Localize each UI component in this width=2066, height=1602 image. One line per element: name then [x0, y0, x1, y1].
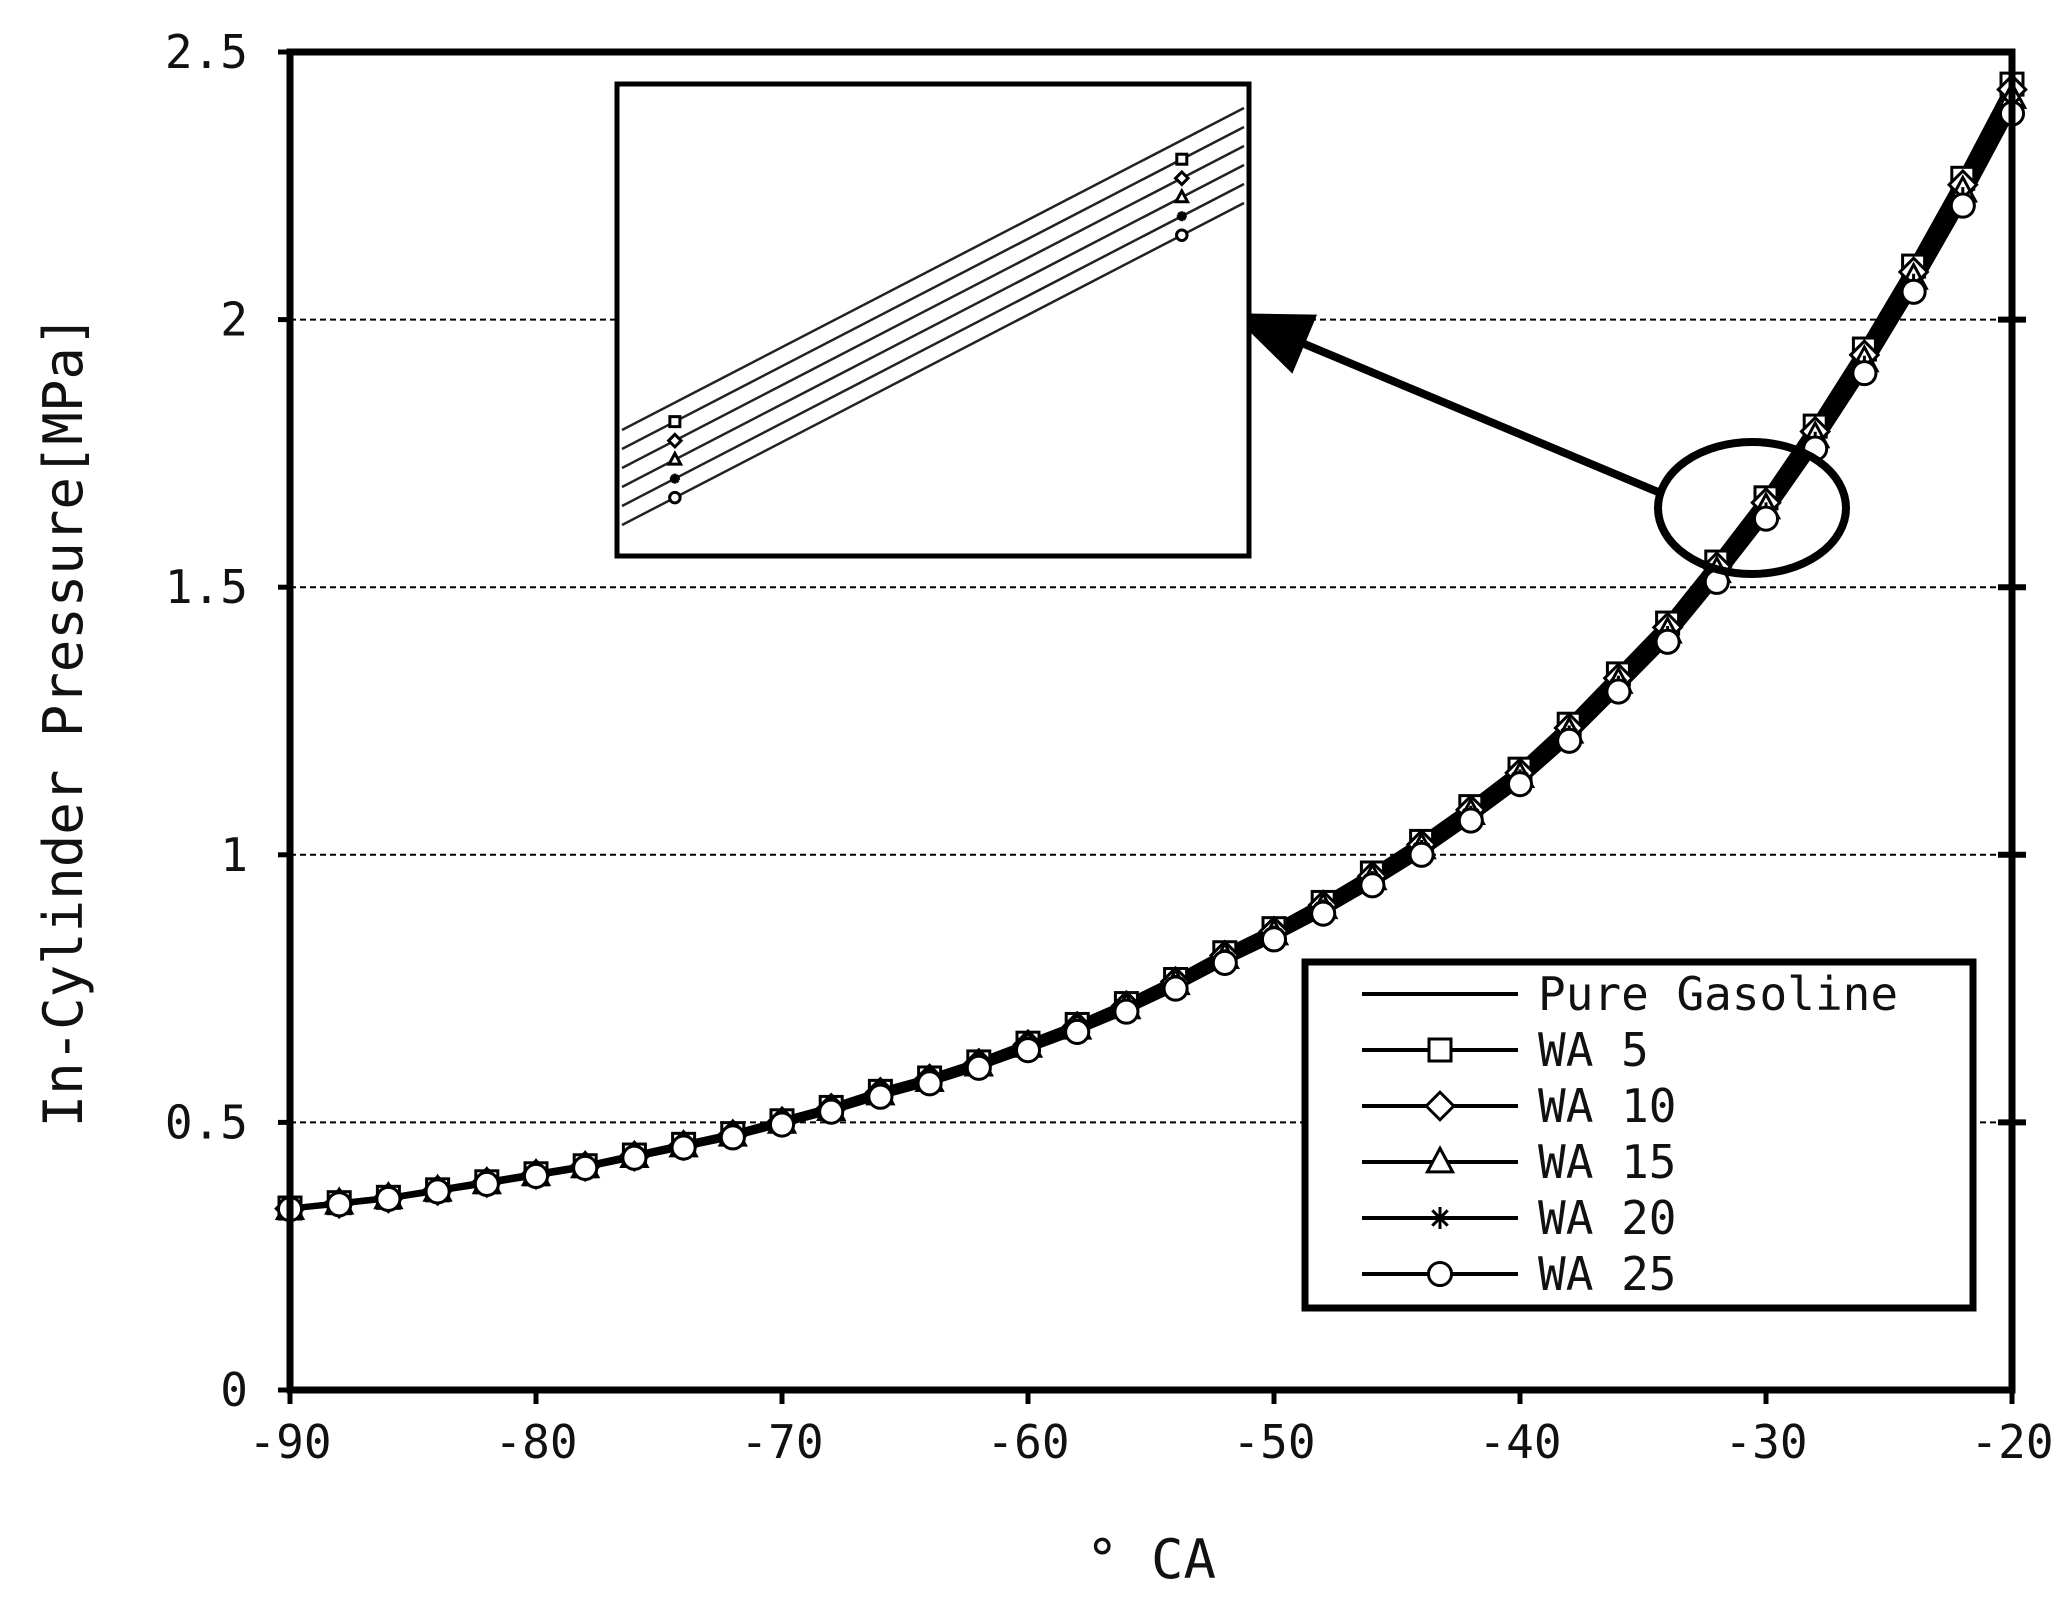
point-5-20	[1260, 926, 1288, 953]
point-5-25	[1506, 771, 1534, 798]
legend-item-3: WA 15	[1362, 1135, 1676, 1189]
inset-line-1	[621, 125, 1245, 451]
point-5-5	[522, 1162, 550, 1189]
x-tick-label-5: -40	[1478, 1415, 1561, 1469]
point-5-11	[818, 1098, 845, 1125]
inset-line-2	[621, 144, 1245, 470]
inset-background	[617, 84, 1249, 556]
inset-line-0	[621, 106, 1245, 432]
point-5-24	[1457, 807, 1484, 834]
legend-label-2: WA 10	[1538, 1079, 1676, 1133]
point-5-8	[670, 1134, 697, 1161]
x-tick-label-7: -20	[1970, 1415, 2053, 1469]
x-tick-label-4: -50	[1232, 1415, 1315, 1469]
point-5-1	[326, 1191, 353, 1218]
zoom-ellipse	[1654, 438, 1850, 578]
legend-item-1: WA 5	[1362, 1023, 1649, 1077]
inset-point-right-1	[1175, 152, 1189, 166]
point-5-16	[1064, 1018, 1091, 1046]
x-tick-label-1: -80	[494, 1415, 577, 1469]
point-5-30	[1752, 505, 1780, 532]
point-5-4	[473, 1170, 500, 1197]
legend-item-5: WA 25	[1362, 1247, 1676, 1301]
inset-point-left-1	[668, 415, 682, 429]
inset-point-right-3	[1173, 187, 1191, 204]
y-tick-label-0: 0	[220, 1363, 248, 1417]
x-axis-title: ° CA	[1086, 1528, 1216, 1591]
legend-box	[1301, 958, 1977, 1312]
point-5-13	[916, 1070, 943, 1097]
x-tick-label-6: -30	[1724, 1415, 1807, 1469]
x-tick-label-3: -60	[986, 1415, 1069, 1469]
zoom-inset	[614, 81, 1252, 559]
tick-labels: -90 -80 -70 -60 -50 -40 -30 -20 0 0.5 1 1.5 2 2.5	[165, 25, 2054, 1469]
point-5-23	[1408, 841, 1435, 868]
point-5-2	[375, 1185, 402, 1212]
point-5-14	[965, 1054, 992, 1081]
point-5-32	[1851, 360, 1878, 387]
inset-point-left-4	[669, 473, 680, 484]
point-5-12	[867, 1083, 894, 1110]
legend-marker-5	[1426, 1260, 1454, 1288]
legend-marker-3	[1424, 1145, 1456, 1174]
point-5-19	[1211, 949, 1238, 976]
point-5-27	[1605, 678, 1632, 705]
legend-item-4: WA 20	[1362, 1191, 1676, 1245]
inset-point-right-4	[1176, 211, 1187, 222]
legend-label-4: WA 20	[1538, 1191, 1676, 1245]
point-5-6	[572, 1154, 599, 1181]
legend-label-1: WA 5	[1538, 1023, 1649, 1077]
x-tick-label-2: -70	[740, 1415, 823, 1469]
y-tick-label-1: 0.5	[165, 1095, 248, 1149]
point-5-21	[1310, 900, 1337, 927]
inset-point-left-3	[666, 450, 684, 466]
point-5-34	[1949, 192, 1976, 219]
inset-line-3	[621, 163, 1245, 489]
legend-marker-2	[1424, 1090, 1456, 1122]
inset-line-4	[621, 182, 1245, 508]
point-5-28	[1654, 628, 1681, 655]
point-5-10	[768, 1111, 796, 1138]
point-5-33	[1900, 278, 1927, 305]
inset-point-right-5	[1175, 228, 1189, 242]
y-tick-label-2: 1	[220, 828, 248, 882]
inset-point-left-5	[668, 490, 682, 505]
legend-marker-4	[1429, 1207, 1451, 1229]
y-tick-label-4: 2	[220, 293, 248, 347]
inset-lines	[621, 106, 1245, 527]
legend-item-0: Pure Gasoline	[1362, 967, 1898, 1021]
point-5-3	[424, 1178, 451, 1205]
inset-point-left-2	[666, 432, 684, 450]
legend-label-5: WA 25	[1538, 1247, 1676, 1301]
zoom-arrow	[1230, 313, 1660, 496]
inset-frame	[614, 81, 1252, 559]
inset-point-right-2	[1173, 169, 1191, 187]
series-markers-5	[276, 100, 2026, 1223]
axis-ticks	[278, 49, 2026, 1404]
y-axis-title: In-Cylinder Pressure[MPa]	[32, 315, 95, 1128]
legend-marker-1	[1427, 1037, 1453, 1063]
inset-line-5	[621, 201, 1245, 527]
legend-item-2: WA 10	[1362, 1079, 1676, 1133]
point-5-26	[1556, 727, 1583, 754]
series-layer	[274, 71, 2028, 1225]
point-5-7	[621, 1144, 648, 1171]
zoom-annotation	[614, 81, 1850, 578]
legend-label-3: WA 15	[1538, 1135, 1676, 1189]
point-5-22	[1359, 872, 1386, 899]
point-5-18	[1162, 975, 1189, 1002]
point-5-15	[1014, 1037, 1042, 1064]
point-5-9	[719, 1124, 746, 1151]
point-5-17	[1113, 998, 1140, 1025]
x-tick-label-0: -90	[248, 1415, 331, 1469]
legend-label-0: Pure Gasoline	[1538, 967, 1898, 1021]
y-tick-label-5: 2.5	[165, 25, 248, 79]
y-tick-label-3: 1.5	[165, 560, 248, 614]
plot-frame	[286, 48, 2016, 1394]
